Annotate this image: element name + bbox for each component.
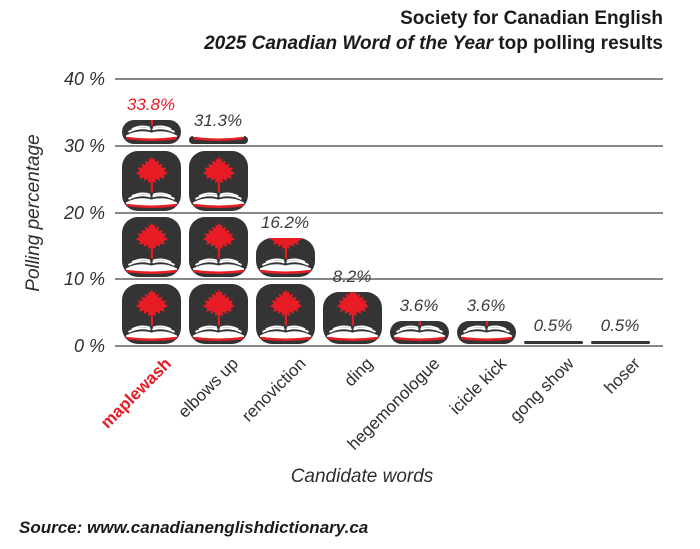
chart-title-line2-rest: top polling results — [493, 33, 663, 54]
maple-book-tile-icon — [124, 119, 178, 141]
value-label: 8.2% — [332, 267, 372, 286]
y-tick-label: 10 % — [63, 269, 105, 290]
value-label: 3.6% — [399, 296, 439, 315]
value-label: 0.5% — [533, 316, 573, 335]
maple-book-tile-icon — [124, 221, 178, 275]
pictogram-tile-partial — [590, 341, 650, 344]
pictogram-tile — [121, 217, 181, 278]
gridline-0 — [115, 345, 663, 347]
pictogram-tile-partial — [322, 292, 382, 344]
value-label: 31.3% — [193, 110, 243, 130]
maple-book-tile-icon — [191, 287, 245, 341]
maple-book-tile-icon — [124, 287, 178, 341]
category-label: maplewash — [97, 354, 176, 433]
pictogram-tile — [255, 284, 315, 344]
chart-title-line1: Society for Canadian English — [400, 8, 663, 29]
value-label: 0.5% — [600, 316, 640, 335]
pictogram-tile-partial — [188, 135, 248, 144]
pictogram-tile — [121, 150, 181, 211]
maple-book-tile-icon — [459, 321, 513, 341]
gridline-10 — [115, 278, 663, 281]
maple-book-tile-icon — [191, 135, 245, 141]
pictogram-tile-partial — [255, 238, 315, 278]
maple-book-tile-icon — [191, 221, 245, 275]
source-note: Source: www.canadianenglishdictionary.ca — [19, 518, 369, 537]
pictogram-tile — [121, 284, 181, 344]
value-label: 16.2% — [260, 213, 310, 233]
category-label: icicle kick — [446, 354, 511, 419]
category-label: renoviction — [237, 354, 310, 426]
y-tick-label: 30 % — [63, 135, 105, 156]
maple-book-tile-icon — [258, 287, 312, 341]
y-tick-label: 0 % — [73, 336, 105, 356]
maple-book-tile-icon — [191, 154, 245, 208]
pictogram-tile-partial — [523, 341, 583, 344]
maple-book-tile-icon — [591, 341, 650, 344]
gridline-20 — [115, 211, 663, 214]
pictogram-tile — [188, 217, 248, 278]
pictogram-tile-partial — [121, 119, 181, 144]
pictogram-tile-partial — [456, 321, 516, 344]
chart-title: Society for Canadian English 2025 Canadi… — [204, 6, 663, 56]
maple-book-tile-icon — [392, 321, 446, 341]
x-axis-title: Candidate words — [290, 466, 434, 487]
pictogram-tile — [188, 284, 248, 344]
maple-book-tile-icon — [258, 238, 312, 275]
maple-book-tile-icon — [325, 292, 379, 341]
gridline-30 — [115, 144, 663, 147]
value-label: 3.6% — [466, 296, 506, 315]
category-label: gong show — [505, 354, 578, 426]
value-label: 33.8% — [126, 94, 176, 114]
y-tick-label: 20 % — [63, 202, 105, 223]
gridline-40 — [115, 78, 663, 80]
y-tick-label: 40 % — [63, 69, 105, 89]
maple-book-tile-icon — [524, 341, 583, 344]
chart-title-line2: 2025 Canadian Word of the Year top polli… — [204, 31, 663, 56]
pictogram-tile-partial — [389, 321, 449, 344]
category-label: ding — [340, 354, 377, 391]
maple-book-tile-icon — [124, 154, 178, 208]
category-label: hoser — [600, 354, 645, 398]
pictogram-tile — [188, 150, 248, 211]
chart-title-line2-italic: 2025 Canadian Word of the Year — [204, 33, 494, 54]
category-label: elbows up — [174, 354, 243, 422]
